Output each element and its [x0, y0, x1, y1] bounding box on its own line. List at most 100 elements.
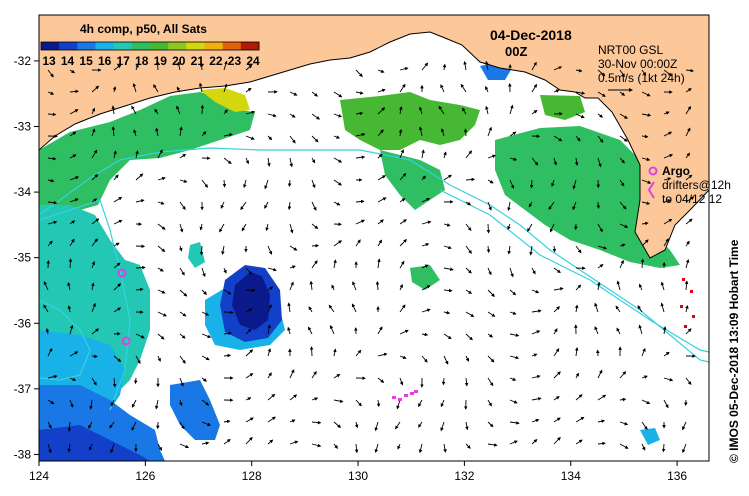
current-arrow	[223, 439, 231, 445]
current-arrow	[597, 369, 603, 379]
current-arrow	[289, 135, 296, 144]
current-arrow	[660, 281, 665, 291]
current-arrow	[113, 150, 117, 159]
current-arrow	[374, 421, 379, 432]
current-arrow	[685, 259, 690, 269]
current-arrow	[575, 113, 585, 119]
current-arrow	[69, 109, 79, 115]
current-arrow	[462, 107, 467, 115]
current-arrow	[69, 238, 75, 247]
current-arrow	[685, 328, 692, 335]
colorbar-swatches	[40, 41, 260, 51]
current-arrow	[113, 174, 119, 181]
current-arrow	[597, 91, 606, 97]
current-arrow	[464, 377, 469, 387]
current-arrow	[548, 201, 555, 210]
current-arrow	[465, 311, 475, 317]
current-arrow	[267, 348, 272, 357]
x-tick-label: 128	[242, 469, 262, 483]
current-arrow	[441, 377, 446, 386]
current-arrow	[443, 223, 451, 227]
argo-marker	[117, 268, 127, 278]
current-arrow	[597, 264, 604, 269]
current-arrow	[333, 443, 338, 449]
current-arrow	[91, 107, 96, 115]
current-arrow	[198, 82, 203, 93]
current-arrow	[113, 196, 123, 203]
current-arrow	[487, 267, 492, 276]
current-arrow	[157, 245, 166, 253]
current-arrow	[287, 201, 292, 211]
current-arrow	[399, 238, 407, 247]
current-arrow	[487, 289, 495, 298]
current-arrow	[377, 352, 388, 357]
current-arrow	[421, 332, 429, 337]
colorbar-tick: 18	[135, 54, 149, 68]
current-scale: 0.5m/s (1kt 24h)	[598, 71, 685, 85]
current-arrow	[597, 223, 603, 233]
current-arrow	[308, 326, 313, 335]
colorbar-tick: 16	[98, 54, 112, 68]
current-arrow	[47, 156, 57, 161]
current-arrow	[91, 128, 96, 137]
current-arrow	[509, 157, 518, 161]
current-arrow	[329, 324, 335, 335]
current-arrow	[157, 355, 161, 362]
current-arrow	[179, 126, 183, 137]
current-arrow	[113, 307, 122, 313]
current-arrow	[594, 302, 599, 313]
current-arrow	[575, 416, 585, 423]
current-arrow	[289, 157, 293, 168]
current-arrow	[355, 155, 366, 160]
current-arrow	[43, 304, 49, 313]
current-arrow	[333, 399, 344, 403]
colorbar-tick: 22	[209, 54, 223, 68]
current-arrow	[619, 259, 624, 269]
current-arrow	[597, 69, 606, 77]
red-marker	[684, 325, 687, 328]
current-arrow	[443, 174, 452, 181]
current-arrow	[641, 239, 649, 247]
current-arrow	[267, 286, 274, 291]
current-arrow	[398, 128, 403, 137]
current-arrow	[615, 305, 621, 313]
current-arrow	[287, 302, 291, 313]
current-arrow	[154, 399, 159, 410]
current-arrow	[91, 261, 96, 269]
current-arrow	[485, 105, 489, 115]
current-arrow	[528, 201, 533, 208]
current-arrow	[487, 333, 494, 338]
current-arrow	[640, 258, 645, 269]
current-arrow	[47, 200, 58, 205]
current-arrow	[685, 127, 691, 137]
date-label: 04-Dec-2018	[490, 27, 572, 43]
current-arrow	[440, 399, 445, 408]
colorbar-tick: 20	[172, 54, 186, 68]
current-arrow	[311, 223, 319, 230]
argo-legend-icon	[648, 166, 658, 176]
current-arrow	[685, 240, 690, 247]
current-arrow	[509, 421, 520, 425]
current-arrow	[333, 157, 343, 163]
current-arrow	[442, 63, 447, 71]
current-arrow	[201, 179, 208, 188]
current-arrow	[223, 310, 234, 315]
current-arrow	[619, 91, 626, 96]
composite-label: 4h comp, p50, All Sats	[80, 22, 207, 36]
current-arrow	[221, 245, 225, 255]
current-arrow	[399, 67, 409, 71]
colorbar-swatch	[77, 42, 96, 50]
current-arrow	[376, 399, 381, 408]
current-arrow	[333, 91, 343, 98]
current-arrow	[355, 69, 363, 78]
current-arrow	[465, 150, 473, 159]
current-arrow	[575, 91, 586, 95]
current-arrow	[88, 421, 93, 429]
current-arrow	[67, 443, 71, 453]
current-arrow	[311, 397, 319, 401]
current-arrow	[507, 201, 511, 212]
current-arrow	[135, 63, 139, 71]
current-arrow	[619, 397, 627, 402]
current-arrow	[637, 305, 643, 313]
current-arrow	[509, 311, 517, 315]
